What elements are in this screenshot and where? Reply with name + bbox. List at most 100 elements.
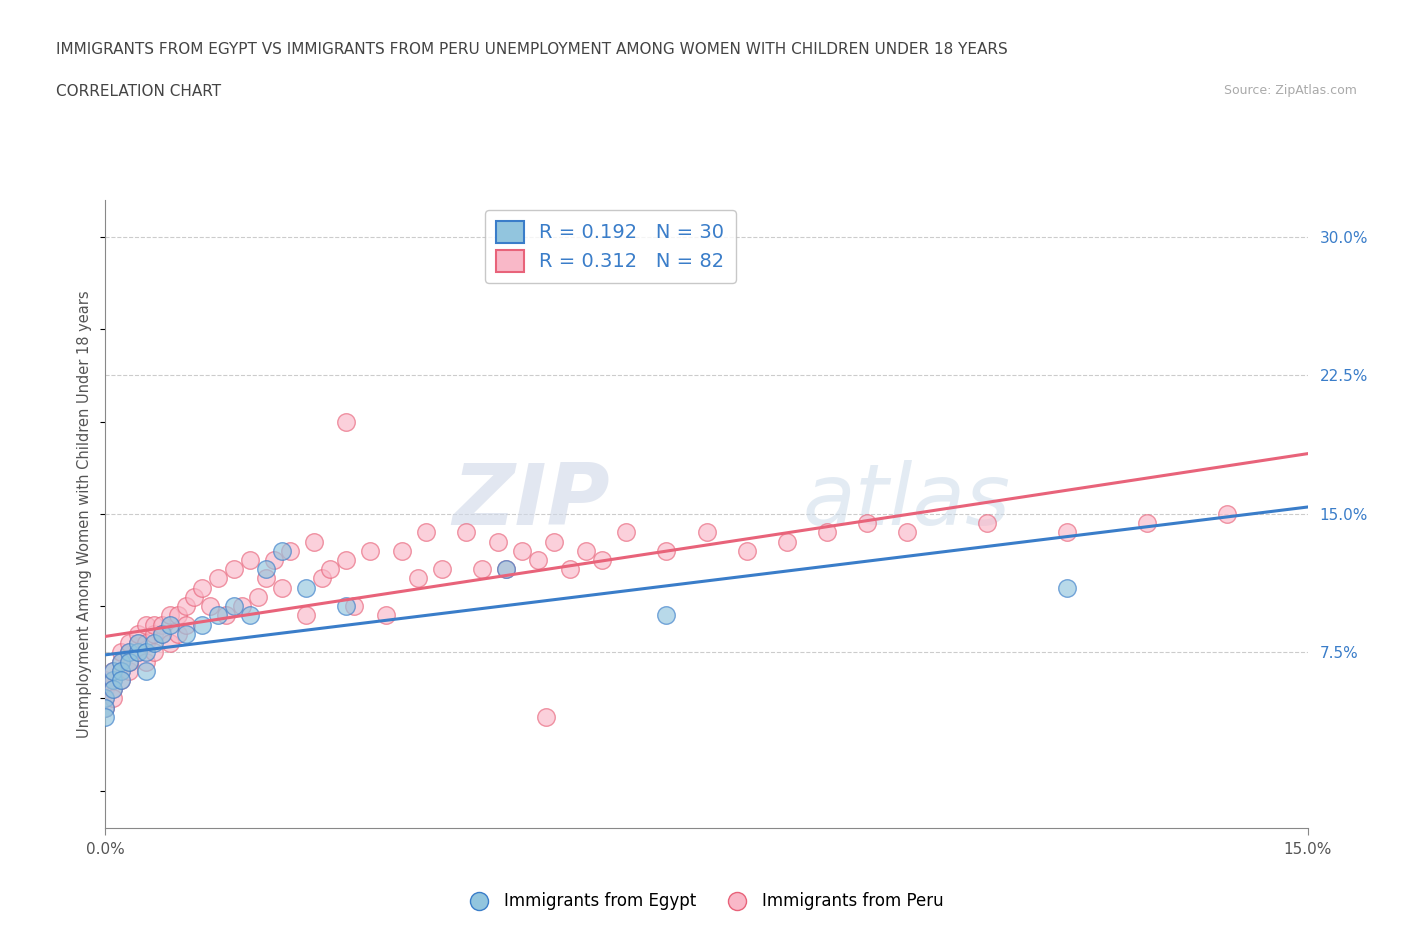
Point <box>295 580 318 595</box>
Legend: R = 0.192   N = 30, R = 0.312   N = 82: R = 0.192 N = 30, R = 0.312 N = 82 <box>485 209 735 283</box>
Point <box>359 543 381 558</box>
Point <box>270 580 292 595</box>
Point <box>302 534 325 549</box>
Point <box>214 608 236 623</box>
Point <box>735 543 758 558</box>
Point <box>815 525 838 539</box>
Point <box>1136 515 1159 530</box>
Point <box>135 644 157 659</box>
Point <box>190 618 212 632</box>
Point <box>110 644 132 659</box>
Point <box>655 608 678 623</box>
Point <box>142 618 165 632</box>
Point <box>207 571 229 586</box>
Point <box>94 672 117 687</box>
Point <box>471 562 494 577</box>
Point <box>696 525 718 539</box>
Point <box>94 682 117 697</box>
Point <box>103 682 125 697</box>
Point <box>174 627 197 642</box>
Point <box>415 525 437 539</box>
Text: Source: ZipAtlas.com: Source: ZipAtlas.com <box>1223 84 1357 97</box>
Point <box>118 635 141 650</box>
Text: CORRELATION CHART: CORRELATION CHART <box>56 84 221 99</box>
Point <box>976 515 998 530</box>
Point <box>118 654 141 669</box>
Point <box>311 571 333 586</box>
Point <box>510 543 533 558</box>
Point <box>110 654 132 669</box>
Point <box>495 562 517 577</box>
Point <box>263 552 285 567</box>
Point <box>103 663 125 678</box>
Point <box>591 552 613 567</box>
Point <box>159 608 181 623</box>
Point <box>534 710 557 724</box>
Point <box>335 599 357 614</box>
Point <box>319 562 342 577</box>
Point <box>295 608 318 623</box>
Point <box>110 663 132 678</box>
Point <box>222 562 245 577</box>
Point <box>142 627 165 642</box>
Point <box>454 525 477 539</box>
Point <box>150 627 173 642</box>
Point <box>374 608 398 623</box>
Point <box>159 635 181 650</box>
Point <box>1216 507 1239 522</box>
Point <box>127 635 149 650</box>
Point <box>135 635 157 650</box>
Point <box>174 618 197 632</box>
Point <box>94 710 117 724</box>
Point <box>118 644 141 659</box>
Point <box>278 543 301 558</box>
Point <box>1056 580 1078 595</box>
Point <box>190 580 212 595</box>
Point <box>103 672 125 687</box>
Text: ZIP: ZIP <box>453 459 610 543</box>
Legend: Immigrants from Egypt, Immigrants from Peru: Immigrants from Egypt, Immigrants from P… <box>456 885 950 917</box>
Point <box>207 608 229 623</box>
Point <box>174 599 197 614</box>
Point <box>103 672 125 687</box>
Point <box>103 682 125 697</box>
Point <box>239 552 262 567</box>
Point <box>103 691 125 706</box>
Point <box>150 627 173 642</box>
Point <box>198 599 221 614</box>
Point <box>254 562 277 577</box>
Point <box>118 654 141 669</box>
Point <box>231 599 253 614</box>
Y-axis label: Unemployment Among Women with Children Under 18 years: Unemployment Among Women with Children U… <box>77 290 93 737</box>
Point <box>855 515 877 530</box>
Point <box>135 663 157 678</box>
Point <box>118 644 141 659</box>
Text: IMMIGRANTS FROM EGYPT VS IMMIGRANTS FROM PERU UNEMPLOYMENT AMONG WOMEN WITH CHIL: IMMIGRANTS FROM EGYPT VS IMMIGRANTS FROM… <box>56 42 1008 57</box>
Point <box>430 562 453 577</box>
Point <box>94 691 117 706</box>
Point <box>616 525 638 539</box>
Point <box>543 534 565 549</box>
Point <box>166 627 188 642</box>
Point <box>110 663 132 678</box>
Point <box>135 618 157 632</box>
Point <box>94 691 117 706</box>
Point <box>776 534 799 549</box>
Point <box>486 534 509 549</box>
Point <box>222 599 245 614</box>
Point <box>150 618 173 632</box>
Point <box>110 672 132 687</box>
Point <box>560 562 582 577</box>
Point <box>110 654 132 669</box>
Point <box>127 644 149 659</box>
Point <box>896 525 918 539</box>
Point <box>254 571 277 586</box>
Point <box>239 608 262 623</box>
Point <box>575 543 598 558</box>
Point <box>118 663 141 678</box>
Point <box>246 590 269 604</box>
Point <box>495 562 517 577</box>
Point <box>391 543 413 558</box>
Point <box>127 635 149 650</box>
Point <box>527 552 550 567</box>
